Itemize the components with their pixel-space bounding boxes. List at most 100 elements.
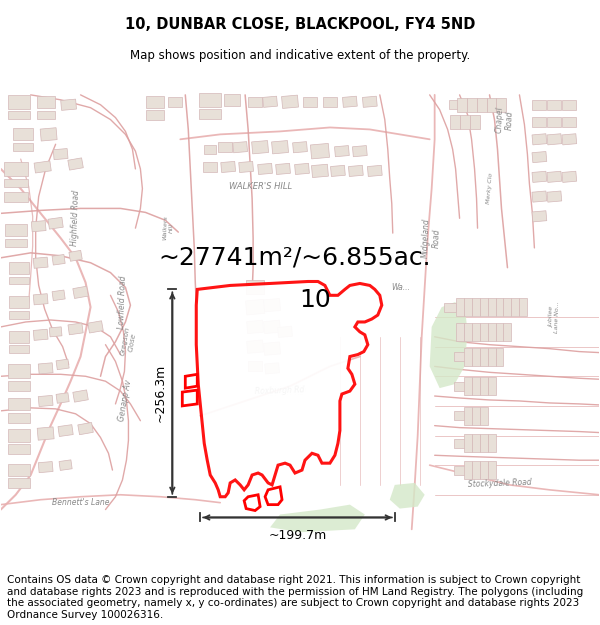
Bar (454, 352, 466, 361)
Bar (263, 320, 281, 334)
Bar (547, 191, 562, 202)
Bar (199, 109, 221, 119)
Bar (4, 162, 28, 176)
Text: Genapp Av: Genapp Av (118, 379, 134, 423)
Bar (488, 348, 496, 366)
Text: Jubilee
Lane No...: Jubilee Lane No... (548, 301, 560, 333)
Bar (311, 164, 328, 177)
Bar (472, 377, 479, 395)
Polygon shape (196, 281, 382, 497)
Bar (532, 134, 547, 145)
Bar (233, 142, 248, 152)
Bar (454, 411, 466, 420)
Bar (303, 97, 317, 107)
Bar (275, 163, 290, 174)
Bar (295, 163, 310, 174)
Polygon shape (244, 495, 260, 511)
Polygon shape (185, 374, 197, 388)
Bar (460, 114, 470, 129)
Bar (5, 239, 26, 247)
Bar (547, 134, 562, 145)
Bar (562, 116, 576, 126)
Bar (8, 429, 29, 442)
Bar (488, 461, 496, 479)
Bar (8, 111, 29, 119)
Bar (146, 109, 164, 119)
Bar (49, 327, 62, 337)
Text: ~199.7m: ~199.7m (268, 529, 326, 542)
Bar (8, 364, 29, 378)
Bar (272, 141, 289, 154)
Bar (496, 323, 503, 341)
Bar (464, 407, 472, 425)
Bar (562, 134, 577, 145)
Polygon shape (182, 390, 197, 406)
Bar (479, 407, 488, 425)
Bar (33, 329, 48, 341)
Bar (496, 298, 503, 316)
Bar (221, 161, 236, 172)
Bar (218, 142, 232, 152)
Text: Merky Clo: Merky Clo (485, 173, 493, 204)
Bar (367, 166, 382, 176)
Bar (58, 424, 73, 436)
Bar (8, 412, 29, 422)
Polygon shape (265, 487, 282, 504)
Bar (511, 298, 520, 316)
Bar (38, 362, 53, 374)
Text: Roxburgh Rd: Roxburgh Rd (255, 386, 305, 396)
Bar (547, 171, 562, 182)
Bar (335, 146, 349, 157)
Bar (472, 407, 479, 425)
Text: Highfield Road: Highfield Road (70, 190, 81, 246)
Text: Gregson
Close: Gregson Close (119, 326, 137, 357)
Bar (245, 299, 265, 315)
Bar (472, 434, 479, 452)
Bar (464, 298, 472, 316)
Bar (68, 323, 83, 335)
Bar (488, 298, 496, 316)
Bar (454, 382, 466, 391)
Bar (9, 311, 29, 319)
Bar (562, 171, 577, 182)
Bar (343, 96, 357, 108)
Bar (4, 192, 28, 201)
Bar (251, 141, 269, 154)
Bar (48, 217, 63, 229)
Bar (443, 302, 455, 312)
Bar (464, 461, 472, 479)
Text: ~27741m²/~6.855ac.: ~27741m²/~6.855ac. (159, 246, 431, 270)
Bar (472, 298, 479, 316)
Bar (479, 377, 488, 395)
Bar (8, 478, 29, 488)
Bar (532, 191, 547, 202)
Bar (13, 128, 32, 141)
Text: Midgeland
Road: Midgeland Road (421, 218, 442, 258)
Bar (34, 161, 51, 173)
Bar (479, 348, 488, 366)
Bar (73, 286, 88, 299)
Bar (248, 97, 262, 107)
Bar (61, 99, 76, 111)
Bar (8, 381, 29, 391)
Bar (454, 439, 466, 448)
Bar (479, 461, 488, 479)
Text: ~256.3m: ~256.3m (154, 364, 166, 422)
Bar (38, 461, 53, 472)
Bar (8, 444, 29, 454)
Bar (455, 298, 464, 316)
Text: Walkers
Hill: Walkers Hill (163, 216, 174, 241)
Bar (8, 464, 29, 476)
Text: Contains OS data © Crown copyright and database right 2021. This information is : Contains OS data © Crown copyright and d… (7, 575, 583, 620)
Bar (532, 171, 547, 182)
Bar (503, 298, 511, 316)
Text: Bennett's Lane: Bennett's Lane (52, 498, 109, 507)
Bar (476, 98, 487, 112)
Bar (464, 323, 472, 341)
Bar (310, 143, 329, 159)
Bar (293, 142, 307, 152)
Bar (247, 340, 263, 353)
Polygon shape (430, 302, 467, 388)
Bar (239, 161, 254, 172)
Bar (246, 281, 264, 294)
